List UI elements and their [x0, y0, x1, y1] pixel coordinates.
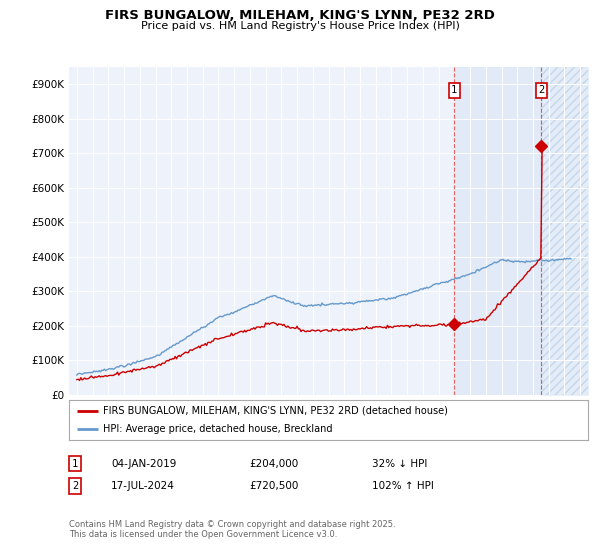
Text: Price paid vs. HM Land Registry's House Price Index (HPI): Price paid vs. HM Land Registry's House …	[140, 21, 460, 31]
Text: 1: 1	[451, 85, 457, 95]
Text: 32% ↓ HPI: 32% ↓ HPI	[372, 459, 427, 469]
Text: FIRS BUNGALOW, MILEHAM, KING'S LYNN, PE32 2RD: FIRS BUNGALOW, MILEHAM, KING'S LYNN, PE3…	[105, 9, 495, 22]
Text: 1: 1	[72, 459, 78, 469]
Text: 2: 2	[72, 481, 78, 491]
Text: £720,500: £720,500	[249, 481, 298, 491]
Text: Contains HM Land Registry data © Crown copyright and database right 2025.
This d: Contains HM Land Registry data © Crown c…	[69, 520, 395, 539]
Text: FIRS BUNGALOW, MILEHAM, KING'S LYNN, PE32 2RD (detached house): FIRS BUNGALOW, MILEHAM, KING'S LYNN, PE3…	[103, 406, 448, 416]
Text: 17-JUL-2024: 17-JUL-2024	[111, 481, 175, 491]
Bar	[454, 67, 541, 395]
Text: HPI: Average price, detached house, Breckland: HPI: Average price, detached house, Brec…	[103, 424, 332, 434]
Text: 2: 2	[538, 85, 545, 95]
Text: 04-JAN-2019: 04-JAN-2019	[111, 459, 176, 469]
Text: £204,000: £204,000	[249, 459, 298, 469]
Text: 102% ↑ HPI: 102% ↑ HPI	[372, 481, 434, 491]
